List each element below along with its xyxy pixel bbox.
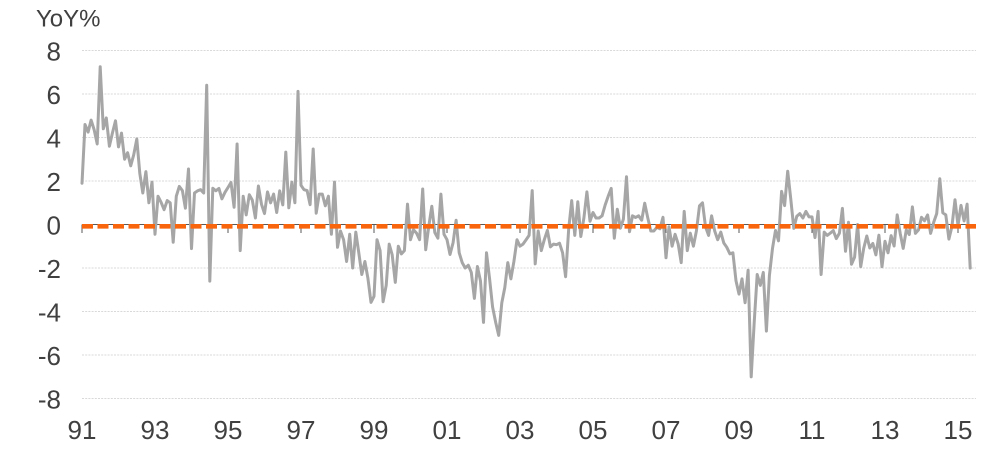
svg-text:4: 4	[47, 124, 61, 154]
svg-text:03: 03	[506, 415, 535, 445]
svg-text:91: 91	[68, 415, 97, 445]
svg-text:09: 09	[725, 415, 754, 445]
svg-text:95: 95	[214, 415, 243, 445]
svg-text:8: 8	[47, 37, 61, 67]
svg-text:0: 0	[47, 211, 61, 241]
svg-text:-2: -2	[38, 254, 61, 284]
svg-text:YoY%: YoY%	[36, 6, 101, 33]
svg-text:-8: -8	[38, 385, 61, 415]
svg-text:11: 11	[799, 415, 826, 445]
svg-text:-6: -6	[38, 341, 61, 371]
svg-text:13: 13	[871, 415, 900, 445]
svg-text:93: 93	[141, 415, 170, 445]
svg-text:99: 99	[360, 415, 389, 445]
svg-text:97: 97	[287, 415, 316, 445]
svg-text:2: 2	[47, 167, 61, 197]
svg-text:07: 07	[652, 415, 681, 445]
svg-text:05: 05	[579, 415, 608, 445]
svg-text:01: 01	[433, 415, 462, 445]
svg-text:6: 6	[47, 80, 61, 110]
svg-text:-4: -4	[38, 298, 61, 328]
svg-text:15: 15	[944, 415, 973, 445]
